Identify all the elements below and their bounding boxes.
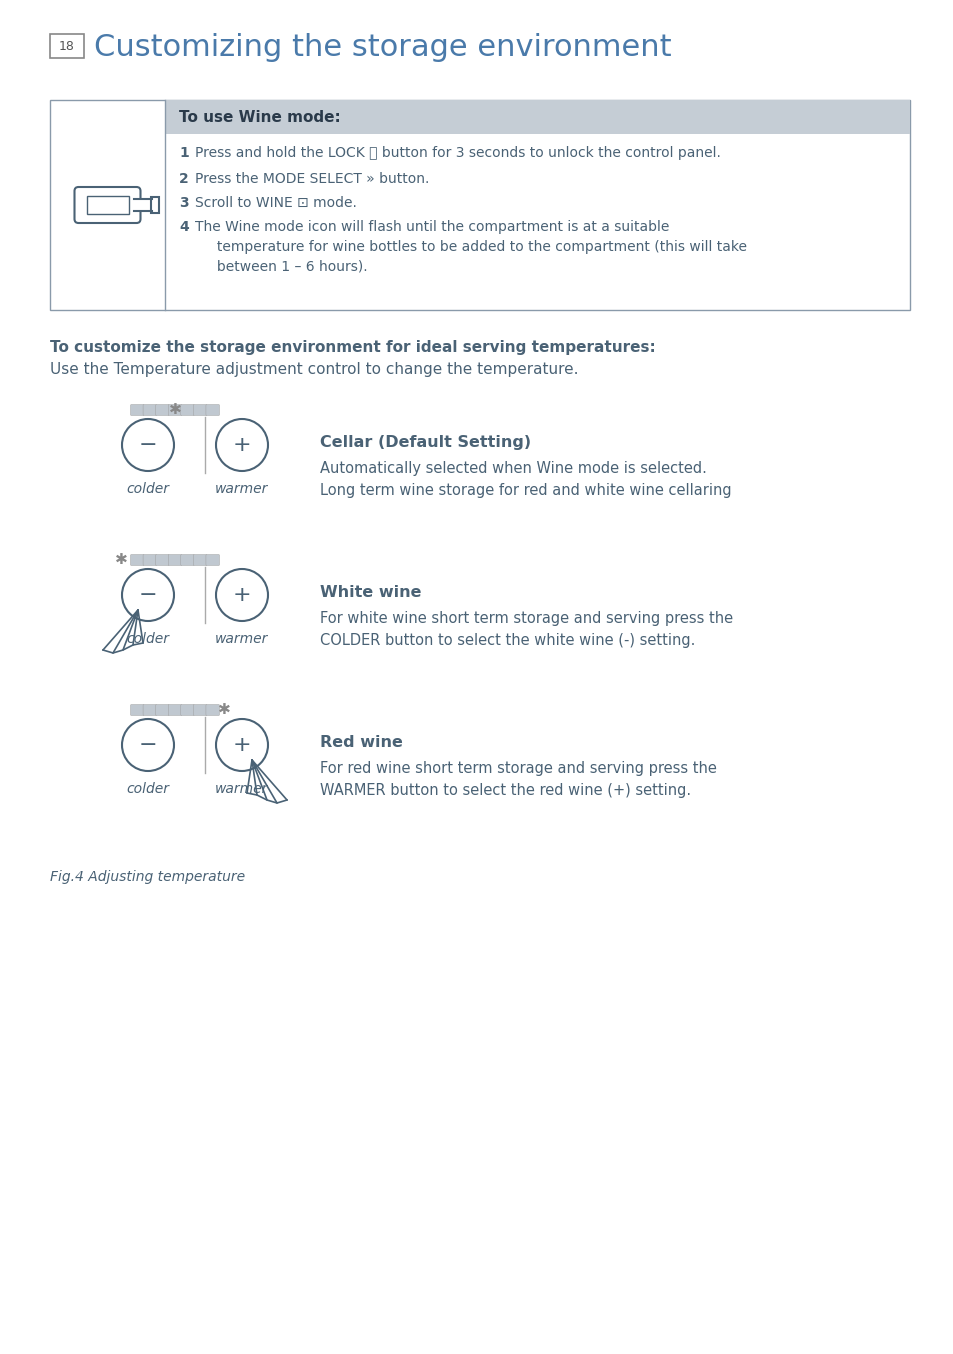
FancyBboxPatch shape [206, 405, 219, 416]
FancyBboxPatch shape [168, 704, 182, 715]
FancyBboxPatch shape [206, 704, 219, 715]
Text: Scroll to WINE ⊡ mode.: Scroll to WINE ⊡ mode. [194, 196, 356, 210]
Text: warmer: warmer [215, 783, 269, 796]
Bar [50, 34, 84, 58]
Text: White wine: White wine [319, 585, 421, 600]
Text: 2: 2 [179, 172, 189, 185]
FancyBboxPatch shape [155, 405, 169, 416]
Text: 1: 1 [179, 146, 189, 160]
Text: +: + [233, 735, 251, 756]
FancyBboxPatch shape [181, 555, 194, 566]
Text: Red wine: Red wine [319, 735, 402, 750]
FancyBboxPatch shape [143, 704, 156, 715]
Text: Cellar (Default Setting): Cellar (Default Setting) [319, 435, 531, 450]
FancyBboxPatch shape [181, 704, 194, 715]
Bar [87, 196, 129, 214]
Text: Customizing the storage environment: Customizing the storage environment [94, 34, 671, 62]
FancyBboxPatch shape [143, 555, 156, 566]
FancyBboxPatch shape [168, 405, 182, 416]
FancyBboxPatch shape [131, 704, 144, 715]
Text: warmer: warmer [215, 632, 269, 646]
FancyBboxPatch shape [168, 555, 182, 566]
Text: Automatically selected when Wine mode is selected.
Long term wine storage for re: Automatically selected when Wine mode is… [319, 460, 731, 498]
Text: +: + [233, 435, 251, 455]
FancyBboxPatch shape [193, 555, 207, 566]
Text: Fig.4 Adjusting temperature: Fig.4 Adjusting temperature [50, 871, 245, 884]
FancyBboxPatch shape [193, 704, 207, 715]
Text: 18: 18 [59, 39, 75, 53]
FancyBboxPatch shape [206, 555, 219, 566]
Text: Use the Temperature adjustment control to change the temperature.: Use the Temperature adjustment control t… [50, 362, 578, 376]
Text: −: − [138, 435, 157, 455]
Text: colder: colder [127, 632, 170, 646]
Text: −: − [138, 735, 157, 756]
Text: ✱: ✱ [217, 703, 230, 718]
FancyBboxPatch shape [155, 555, 169, 566]
Text: warmer: warmer [215, 482, 269, 496]
Text: +: + [233, 585, 251, 605]
FancyBboxPatch shape [131, 405, 144, 416]
Text: Press and hold the LOCK ⚿ button for 3 seconds to unlock the control panel.: Press and hold the LOCK ⚿ button for 3 s… [194, 146, 720, 160]
Text: ✱: ✱ [114, 552, 128, 567]
Text: The Wine mode icon will flash until the compartment is at a suitable
     temper: The Wine mode icon will flash until the … [194, 219, 746, 274]
FancyBboxPatch shape [131, 555, 144, 566]
Text: 3: 3 [179, 196, 189, 210]
Bar [152, 196, 159, 213]
Text: Press the MODE SELECT » button.: Press the MODE SELECT » button. [194, 172, 429, 185]
Text: colder: colder [127, 783, 170, 796]
Text: To customize the storage environment for ideal serving temperatures:: To customize the storage environment for… [50, 340, 655, 355]
FancyBboxPatch shape [193, 405, 207, 416]
FancyBboxPatch shape [143, 405, 156, 416]
FancyBboxPatch shape [74, 187, 140, 223]
Text: ✱: ✱ [169, 402, 181, 417]
Text: To use Wine mode:: To use Wine mode: [179, 110, 340, 125]
Text: colder: colder [127, 482, 170, 496]
Text: For red wine short term storage and serving press the
WARMER button to select th: For red wine short term storage and serv… [319, 761, 716, 798]
Text: −: − [138, 585, 157, 605]
Text: 4: 4 [179, 219, 189, 234]
FancyBboxPatch shape [181, 405, 194, 416]
Text: For white wine short term storage and serving press the
COLDER button to select : For white wine short term storage and se… [319, 611, 732, 647]
Bar [50, 100, 909, 310]
FancyBboxPatch shape [155, 704, 169, 715]
Bar [165, 100, 909, 134]
Bar [134, 199, 151, 211]
